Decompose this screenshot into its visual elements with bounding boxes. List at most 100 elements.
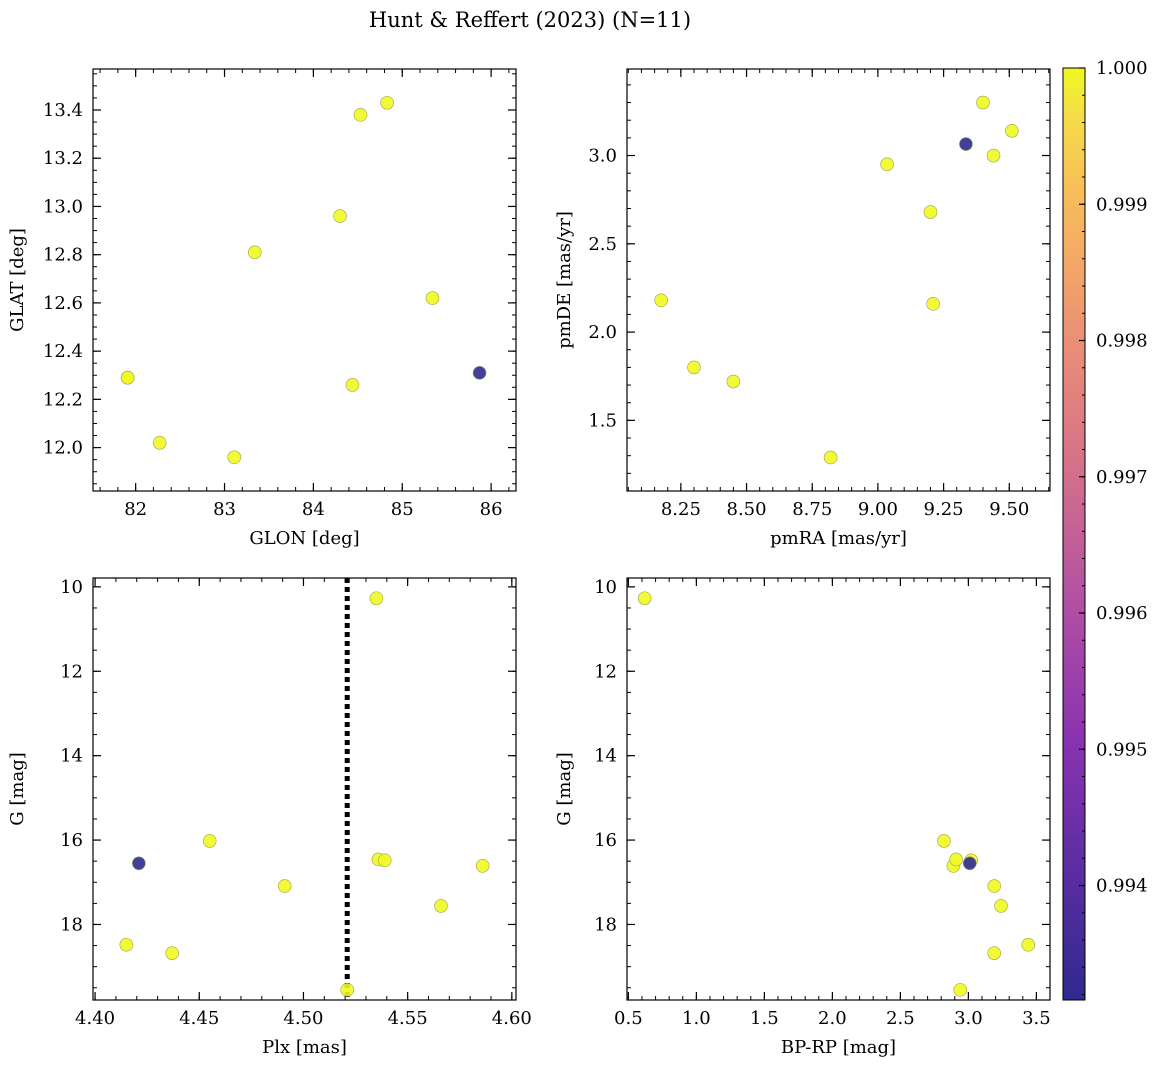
- data-point: [277, 879, 292, 893]
- data-point: [353, 108, 368, 122]
- data-point: [333, 209, 347, 223]
- y-tick-label: 16: [594, 830, 617, 851]
- colorbar: 0.994 0.995 0.996 0.997 0.998 0.999 1.000: [1062, 58, 1148, 1001]
- x-tick-label: 4.55: [388, 1008, 428, 1029]
- data-point: [959, 137, 973, 151]
- x-tick-label: 9.50: [989, 499, 1029, 520]
- x-tick-label: 86: [480, 499, 503, 520]
- data-point: [880, 157, 894, 172]
- data-point: [120, 370, 135, 385]
- x-tick-label: 3.0: [954, 1008, 983, 1029]
- data-point: [247, 245, 262, 260]
- colorbar-tick-label: 1.000: [1096, 58, 1148, 79]
- y-tick-label: 12.4: [43, 341, 83, 362]
- data-point: [434, 899, 448, 913]
- y-tick-label: 12.8: [43, 245, 83, 266]
- panel-pmra-pmde: 8.25 8.50 8.75 9.00 9.25 9.50 1.5 2.0 2.5 3.0 pmRA…: [554, 68, 1051, 549]
- data-point: [987, 946, 1002, 960]
- x-axis-label: pmRA [mas/yr]: [770, 528, 907, 549]
- x-tick-label: 85: [391, 499, 414, 520]
- data-point: [475, 859, 490, 873]
- x-tick-label: 9.25: [924, 499, 964, 520]
- data-point: [923, 205, 938, 219]
- y-tick-label: 13.0: [43, 196, 83, 217]
- panel-bprp-g: 0.5 1.0 1.5 2.0 2.5 3.0 3.5 10 12 14 16 18 BP-RP [ma…: [554, 577, 1051, 1058]
- y-tick-label: 13.2: [43, 148, 83, 169]
- data-point: [937, 834, 951, 848]
- x-tick-label: 2.0: [818, 1008, 847, 1029]
- y-tick-label: 1.5: [588, 410, 617, 431]
- data-point: [976, 95, 990, 110]
- data-point: [949, 852, 963, 867]
- figure-title: Hunt & Reffert (2023) (N=11): [369, 8, 691, 32]
- data-point: [472, 366, 487, 380]
- data-point: [165, 946, 179, 960]
- y-tick-label: 3.0: [588, 146, 617, 167]
- data-point: [380, 95, 394, 110]
- axes-frame: [626, 577, 1051, 1001]
- colorbar-tick-label: 0.998: [1096, 331, 1148, 352]
- data-point: [687, 360, 701, 375]
- x-tick-label: 4.50: [283, 1008, 323, 1029]
- x-tick-label: 8.50: [727, 499, 767, 520]
- data-point: [345, 378, 360, 392]
- x-tick-label: 2.5: [886, 1008, 915, 1029]
- data-point: [425, 291, 440, 305]
- x-tick-label: 9.00: [858, 499, 898, 520]
- x-tick-label: 8.75: [792, 499, 832, 520]
- data-point: [654, 293, 668, 308]
- y-axis-label: G [mag]: [7, 752, 28, 825]
- axes-frame: [92, 577, 517, 1001]
- data-point: [1021, 937, 1036, 952]
- colorbar-tick-label: 0.994: [1096, 876, 1148, 897]
- y-tick-label: 10: [594, 577, 617, 598]
- data-point: [637, 591, 652, 606]
- colorbar-tick-label: 0.999: [1096, 194, 1148, 215]
- x-tick-label: 1.5: [750, 1008, 779, 1029]
- x-axis-label: Plx [mas]: [262, 1037, 347, 1058]
- y-tick-label: 14: [60, 746, 83, 767]
- data-point: [987, 879, 1002, 893]
- data-point: [369, 591, 384, 606]
- data-point: [1005, 123, 1019, 138]
- data-point: [377, 853, 392, 868]
- y-tick-label: 2.0: [588, 322, 617, 343]
- y-tick-label: 2.5: [588, 234, 617, 255]
- y-tick-label: 12.0: [43, 438, 83, 459]
- data-point: [340, 983, 355, 997]
- data-point: [926, 297, 940, 311]
- data-point: [202, 834, 217, 848]
- y-tick-label: 18: [60, 914, 83, 935]
- x-tick-label: 3.5: [1022, 1008, 1051, 1029]
- data-point: [132, 856, 146, 871]
- y-tick-label: 16: [60, 830, 83, 851]
- data-point: [953, 983, 968, 997]
- data-point: [726, 374, 741, 389]
- axes-frame: [626, 68, 1051, 492]
- x-tick-label: 4.60: [492, 1008, 532, 1029]
- x-axis-label: BP-RP [mag]: [781, 1037, 896, 1058]
- colorbar-ticks: 0.994 0.995 0.996 0.997 0.998 0.999 1.000: [1079, 58, 1148, 996]
- x-tick-label: 4.45: [179, 1008, 219, 1029]
- data-point: [227, 450, 242, 465]
- panel-plx-g: 4.40 4.45 4.50 4.55 4.60 10 12 14 16 18 Plx [mas] G…: [7, 577, 532, 1058]
- y-tick-label: 12.6: [43, 293, 83, 314]
- x-tick-label: 1.0: [682, 1008, 711, 1029]
- x-axis-label: GLON [deg]: [249, 528, 359, 549]
- data-point: [823, 450, 838, 465]
- x-tick-label: 8.25: [661, 499, 701, 520]
- x-tick-label: 84: [302, 499, 325, 520]
- y-axis-label: GLAT [deg]: [7, 228, 28, 332]
- y-tick-label: 13.4: [43, 100, 83, 121]
- y-tick-label: 10: [60, 577, 83, 598]
- data-point: [986, 148, 1001, 163]
- colorbar-gradient: [1062, 67, 1086, 1001]
- data-point: [119, 937, 134, 952]
- y-tick-label: 14: [594, 746, 617, 767]
- y-tick-label: 12.2: [43, 389, 83, 410]
- data-point: [994, 899, 1008, 913]
- y-tick-label: 18: [594, 914, 617, 935]
- axes-frame: [92, 68, 517, 492]
- data-point: [962, 856, 977, 871]
